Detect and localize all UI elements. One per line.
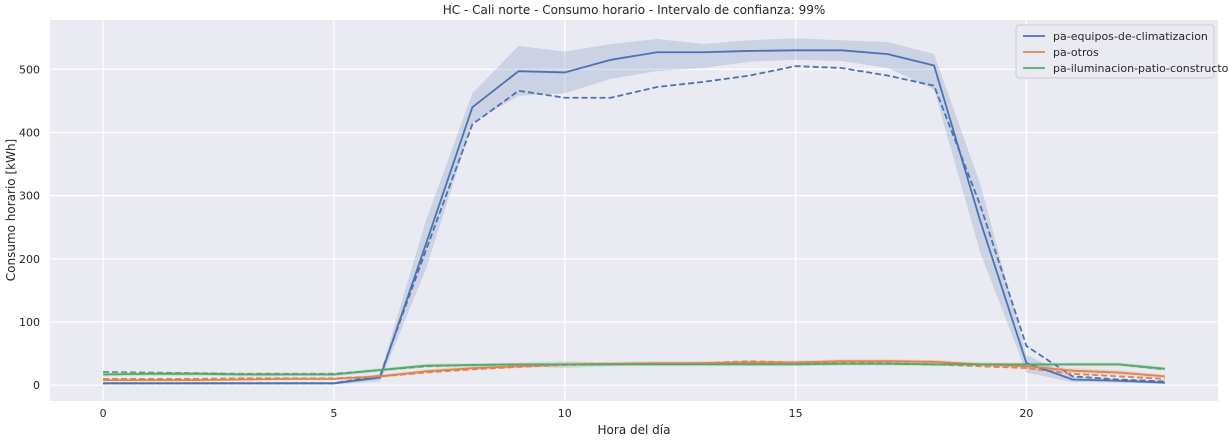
confidence-band-pa-iluminacion-patio-constructor [103, 361, 1165, 377]
x-tick-label: 20 [1019, 407, 1033, 420]
y-tick-label: 400 [19, 126, 40, 139]
series-line-pa-iluminacion-patio-constructor [103, 362, 1165, 376]
x-tick-label: 5 [330, 407, 337, 420]
legend: pa-equipos-de-climatizacion pa-otros pa-il… [1015, 24, 1228, 79]
legend-label-pa-otros: pa-otros [1053, 46, 1099, 59]
y-axis-title: Consumo horario [kWh] [4, 139, 18, 281]
series-line-pa-equipos-de-climatizacion [103, 49, 1165, 385]
y-tick-label: 200 [19, 253, 40, 266]
series-lines [103, 49, 1165, 385]
y-tick-label: 500 [19, 63, 40, 76]
x-tick-label: 0 [100, 407, 107, 420]
confidence-band-pa-otros [103, 359, 1165, 382]
legend-frame [1015, 24, 1215, 79]
y-tick-label: 0 [33, 379, 40, 392]
chart-title: HC - Cali norte - Consumo horario - Inte… [443, 3, 826, 17]
y-tick-label: 100 [19, 316, 40, 329]
y-tick-label: 300 [19, 190, 40, 203]
x-tick-label: 10 [558, 407, 572, 420]
confidence-bands [103, 38, 1165, 385]
grid [50, 20, 1218, 401]
x-axis-title: Hora del día [598, 423, 671, 437]
x-tick-label: 15 [789, 407, 803, 420]
legend-label-pa-equipos-de-climatizacion: pa-equipos-de-climatizacion [1053, 30, 1208, 43]
legend-label-pa-iluminacion-patio-constructor: pa-iluminacion-patio-constructor [1053, 62, 1228, 75]
